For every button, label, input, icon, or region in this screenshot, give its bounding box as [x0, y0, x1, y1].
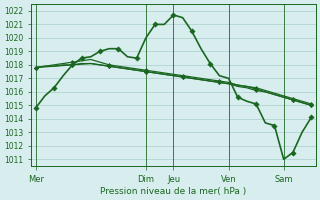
X-axis label: Pression niveau de la mer( hPa ): Pression niveau de la mer( hPa ) — [100, 187, 247, 196]
